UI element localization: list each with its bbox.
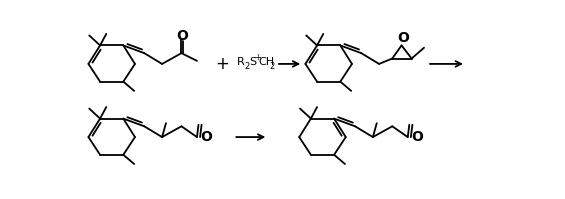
Text: +: +: [254, 53, 261, 62]
Text: R: R: [237, 57, 245, 67]
Text: O: O: [411, 130, 423, 144]
Text: O: O: [201, 130, 212, 144]
Text: 2: 2: [269, 62, 274, 71]
Text: +: +: [215, 55, 229, 73]
Text: O: O: [176, 29, 188, 43]
Text: S: S: [249, 57, 256, 67]
Text: O: O: [397, 31, 409, 45]
Text: CH: CH: [258, 57, 274, 67]
Text: 2: 2: [244, 62, 250, 71]
